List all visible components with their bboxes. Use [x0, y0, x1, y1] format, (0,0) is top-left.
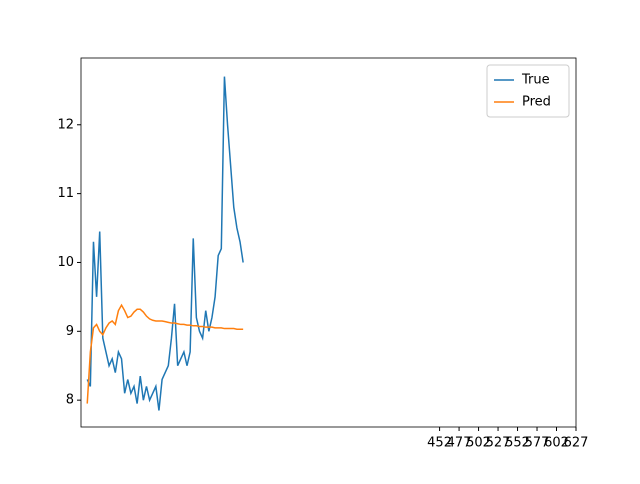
data-line [86, 303, 244, 404]
data-line [86, 76, 244, 411]
plot-frame [80, 57, 577, 428]
legend-box [486, 64, 570, 118]
x-tick-label: 527 [486, 436, 511, 451]
x-tick-label: 627 [564, 436, 589, 451]
y-tick-label: 8 [66, 393, 74, 408]
x-tick-label: 477 [447, 436, 472, 451]
y-tick-label: 11 [57, 186, 74, 201]
y-tick-label: 9 [66, 324, 74, 339]
x-tick-label: 502 [466, 436, 491, 451]
x-tick-label: 552 [505, 436, 530, 451]
legend-label: True [521, 73, 550, 88]
x-tick-label: 602 [544, 436, 569, 451]
x-tick-label: 452 [427, 436, 452, 451]
x-tick-label: 577 [525, 436, 550, 451]
legend-label: Pred [522, 95, 551, 110]
y-tick-label: 10 [57, 255, 74, 270]
y-tick-label: 12 [57, 117, 74, 132]
